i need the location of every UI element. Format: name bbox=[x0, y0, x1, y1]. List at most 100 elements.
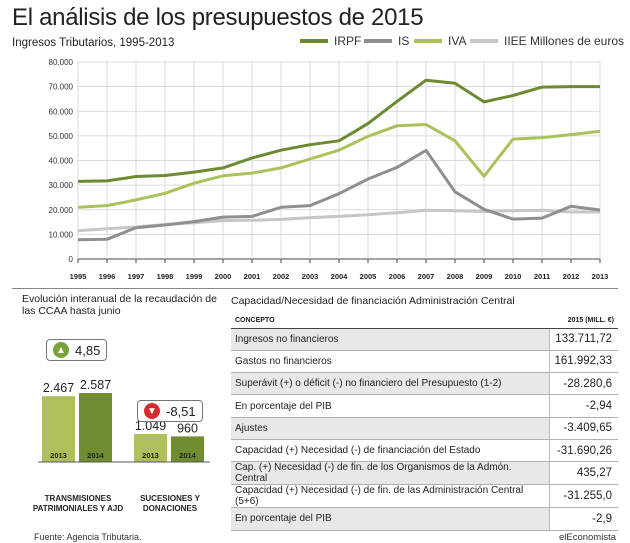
legend-swatch-is bbox=[364, 39, 392, 43]
row-value: 435,27 bbox=[549, 461, 618, 486]
table-row: Superávit (+) o déficit (-) no financier… bbox=[231, 372, 618, 396]
bar-year-label: 2013 bbox=[50, 451, 67, 460]
row-value: -28.280,6 bbox=[549, 372, 618, 396]
table-title: Capacidad/Necesidad de financiación Admi… bbox=[231, 295, 515, 307]
y-tick-label: 50.000 bbox=[49, 132, 74, 141]
x-tick-label: 2001 bbox=[244, 272, 261, 281]
legend-item-irpf: IRPF bbox=[300, 34, 361, 48]
legend-item-is: IS bbox=[364, 34, 409, 48]
x-tick-label: 2003 bbox=[302, 272, 319, 281]
y-tick-label: 20.000 bbox=[49, 206, 74, 215]
bar-transmisiones-2013 bbox=[42, 396, 75, 462]
bar-value-label: 2.467 bbox=[43, 381, 74, 395]
row-concept: Ingresos no financieros bbox=[231, 328, 550, 351]
brand-logo: elEconomista bbox=[558, 532, 616, 543]
row-concept: En porcentaje del PIB bbox=[231, 394, 550, 418]
ccaa-bar-chart: 2.467 2013 2.587 2014 1.049 2013 960 2014 bbox=[38, 378, 210, 463]
arrow-down-icon: ▼ bbox=[144, 403, 160, 419]
table-header-row: CONCEPTO 2015 (MILL. €) bbox=[231, 314, 618, 329]
y-tick-label: 60.000 bbox=[49, 107, 74, 116]
row-concept: Capacidad (+) Necesidad (-) de financiac… bbox=[231, 439, 550, 463]
bar-year-label: 2014 bbox=[87, 451, 105, 460]
table-body: Ingresos no financieros 133.711,72 Gastos … bbox=[231, 328, 618, 531]
row-concept: En porcentaje del PIB bbox=[231, 507, 550, 531]
x-tick-label: 2013 bbox=[592, 272, 609, 281]
chart-legend: IRPF IS IVA IIEE Millones de euros bbox=[300, 34, 624, 50]
legend-label-irpf: IRPF bbox=[334, 34, 362, 48]
bar-sucesiones-2014 bbox=[171, 436, 204, 462]
x-tick-label: 1998 bbox=[157, 272, 174, 281]
y-tick-label: 30.000 bbox=[49, 181, 74, 190]
change-badge-sucesiones: ▼ -8,51 bbox=[137, 400, 203, 422]
arrow-up-icon: ▲ bbox=[53, 342, 69, 358]
row-concept: Superávit (+) o déficit (-) no financier… bbox=[231, 372, 550, 396]
row-value: -31.255,0 bbox=[549, 484, 618, 509]
x-tick-label: 2006 bbox=[389, 272, 406, 281]
row-concept: Ajustes bbox=[231, 417, 550, 440]
units-label: Millones de euros bbox=[529, 34, 624, 48]
x-tick-label: 2010 bbox=[505, 272, 522, 281]
legend-label-iiee: IIEE bbox=[504, 34, 527, 48]
change-value-transmisiones: 4,85 bbox=[75, 342, 101, 358]
header-concepto: CONCEPTO bbox=[231, 314, 550, 329]
table-row: Ingresos no financieros 133.711,72 bbox=[231, 328, 618, 351]
bar-value-label: 960 bbox=[177, 421, 198, 435]
x-tick-label: 2011 bbox=[534, 272, 550, 281]
y-tick-label: 40.000 bbox=[49, 157, 74, 166]
series-line-is bbox=[77, 148, 601, 242]
row-value: 161.992,33 bbox=[549, 350, 618, 374]
bar-transmisiones-2014 bbox=[79, 393, 112, 462]
page-title: El análisis de los presupuestos de 2015 bbox=[12, 4, 424, 31]
y-tick-label: 10.000 bbox=[49, 230, 74, 239]
change-badge-transmisiones: ▲ 4,85 bbox=[46, 339, 108, 361]
x-tick-label: 2012 bbox=[563, 272, 580, 281]
ccaa-chart-title: Evolución interanual de la recaudación d… bbox=[22, 293, 217, 317]
chart-subtitle: Ingresos Tributarios, 1995-2013 bbox=[12, 37, 175, 49]
bar-year-label: 2013 bbox=[142, 451, 159, 460]
x-tick-label: 2008 bbox=[447, 272, 464, 281]
table-row: Gastos no financieros 161.992,33 bbox=[231, 350, 618, 374]
row-value: 133.711,72 bbox=[549, 328, 618, 351]
table-row: Capacidad (+) Necesidad (-) de fin. de l… bbox=[231, 484, 618, 509]
legend-item-iva: IVA bbox=[414, 34, 466, 48]
table-row: En porcentaje del PIB -2,94 bbox=[231, 394, 618, 418]
series-line-irpf bbox=[77, 78, 600, 183]
bar-sucesiones-2013 bbox=[134, 434, 167, 462]
row-concept: Cap. (+) Necesidad (-) de fin. de los Or… bbox=[231, 461, 550, 486]
legend-swatch-iiee bbox=[470, 39, 498, 43]
bar-year-label: 2014 bbox=[179, 451, 197, 460]
legend-item-iiee: IIEE bbox=[470, 34, 527, 48]
x-tick-label: 1995 bbox=[70, 272, 87, 281]
x-tick-label: 2009 bbox=[476, 272, 493, 281]
category-label-transmisiones: TRANSMISIONES PATRIMONIALES Y AJD bbox=[32, 494, 124, 513]
legend-swatch-irpf bbox=[300, 39, 328, 43]
bar-value-label: 1.049 bbox=[135, 419, 166, 433]
table-row: Cap. (+) Necesidad (-) de fin. de los Or… bbox=[231, 461, 618, 486]
series-line-iva bbox=[77, 123, 601, 209]
y-tick-label: 80.000 bbox=[49, 58, 74, 67]
line-chart: 0 10.000 20.000 30.000 40.000 50.000 60.000 70.… bbox=[49, 58, 609, 281]
row-value: -31.690,26 bbox=[549, 439, 618, 463]
x-tick-label: 1997 bbox=[128, 272, 145, 281]
legend-swatch-iva bbox=[414, 39, 442, 43]
table-row: En porcentaje del PIB -2,9 bbox=[231, 507, 618, 531]
header-2015: 2015 (MILL. €) bbox=[549, 314, 618, 329]
financing-table: CONCEPTO 2015 (MILL. €) Ingresos no fina… bbox=[231, 314, 618, 531]
y-tick-label: 0 bbox=[69, 255, 74, 264]
x-tick-label: 1996 bbox=[99, 272, 116, 281]
x-tick-label: 2000 bbox=[215, 272, 232, 281]
change-value-sucesiones: -8,51 bbox=[166, 403, 196, 419]
y-tick-label: 70.000 bbox=[49, 83, 74, 92]
table-row: Capacidad (+) Necesidad (-) de financiac… bbox=[231, 439, 618, 463]
row-concept: Gastos no financieros bbox=[231, 350, 550, 374]
x-tick-label: 2005 bbox=[360, 272, 377, 281]
row-value: -2,9 bbox=[549, 507, 618, 531]
category-label-sucesiones: SUCESIONES Y DONACIONES bbox=[140, 494, 200, 513]
row-value: -3.409,65 bbox=[549, 417, 618, 440]
legend-label-is: IS bbox=[398, 34, 410, 48]
x-tick-label: 2007 bbox=[418, 272, 435, 281]
x-tick-label: 1999 bbox=[186, 272, 203, 281]
x-tick-label: 2002 bbox=[273, 272, 290, 281]
row-value: -2,94 bbox=[549, 394, 618, 418]
bar-value-label: 2.587 bbox=[80, 378, 111, 392]
